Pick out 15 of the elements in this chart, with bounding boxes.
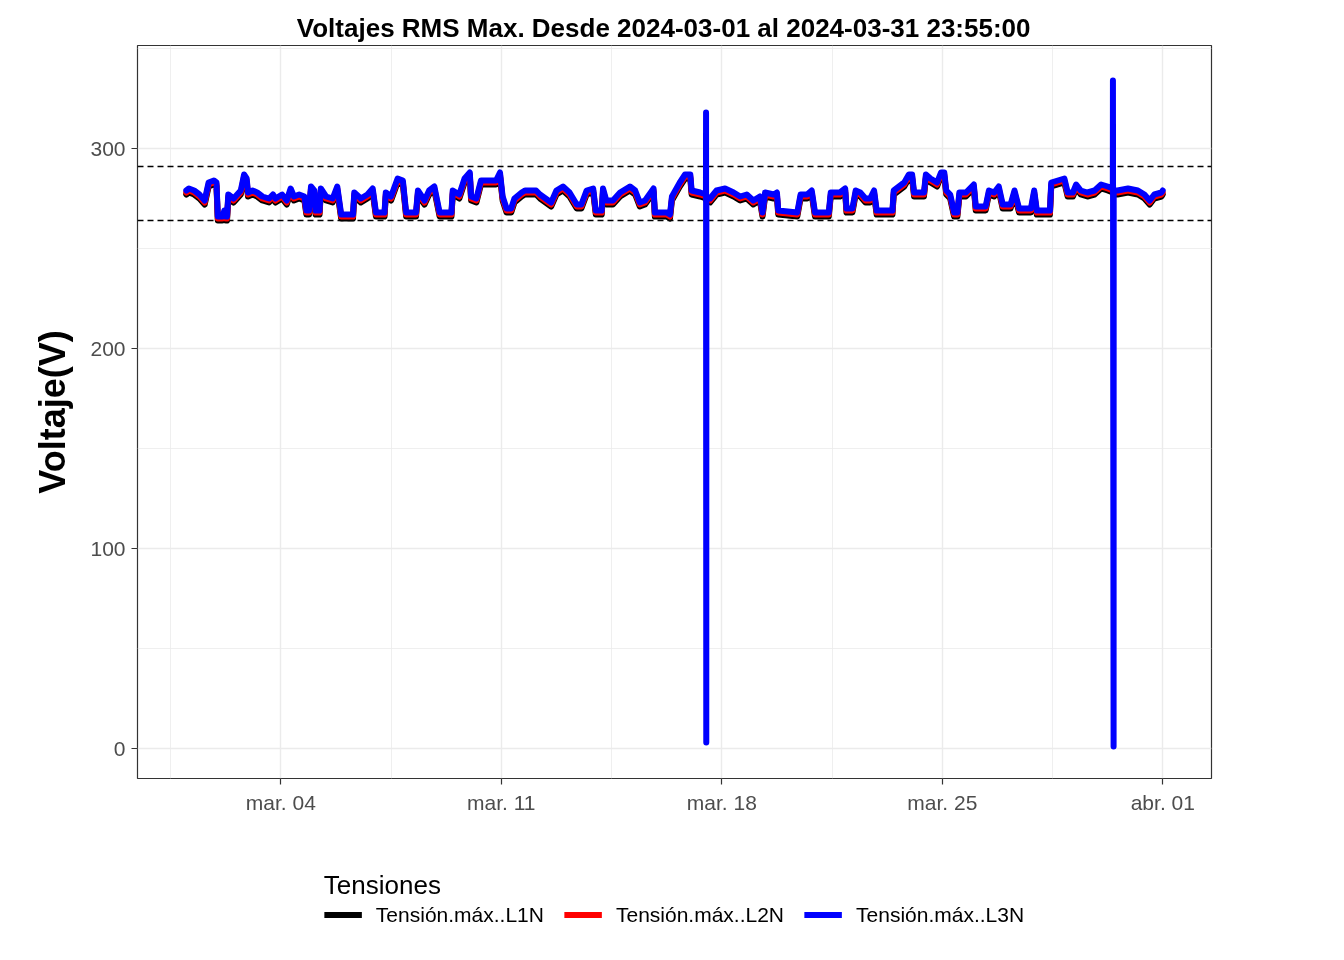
chart-title: Voltajes RMS Max. Desde 2024-03-01 al 2024-03-31 23:55:00	[296, 12, 1031, 43]
y-tick-label: 0	[113, 736, 126, 760]
x-tick-label: mar. 11	[467, 790, 536, 814]
y-tick-label: 300	[90, 136, 126, 160]
x-tick-label: mar. 04	[245, 790, 317, 814]
x-tick-label: mar. 18	[686, 790, 757, 814]
legend-label: Tensión.máx..L3N	[856, 902, 1025, 926]
y-tick-label: 100	[90, 536, 126, 560]
y-axis-title: Voltaje(V)	[32, 330, 74, 494]
legend-label: Tensión.máx..L2N	[615, 902, 785, 926]
x-tick-label: abr. 01	[1130, 790, 1195, 814]
legend-label: Tensión.máx..L1N	[375, 902, 544, 926]
y-tick-label: 200	[90, 336, 126, 360]
x-tick-label: mar. 25	[907, 790, 978, 814]
legend-title: Tensiones	[323, 869, 442, 900]
